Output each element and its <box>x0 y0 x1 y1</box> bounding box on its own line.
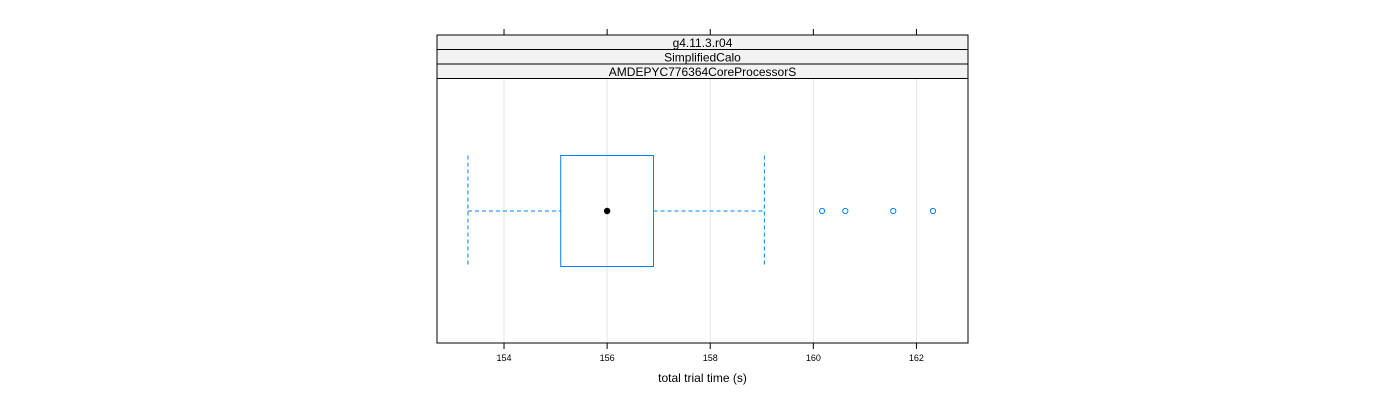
x-tick-label: 162 <box>909 353 924 363</box>
median-point <box>603 207 611 215</box>
outlier-point <box>842 207 849 215</box>
box-plot <box>467 155 765 267</box>
outlier-point <box>819 207 826 215</box>
x-tick-label: 160 <box>806 353 821 363</box>
strip-label: AMDEPYC776364CoreProcessorS <box>609 65 796 79</box>
panel-frame <box>436 34 969 344</box>
outlier-point <box>890 207 897 215</box>
outlier-points <box>819 207 937 215</box>
strip-headers: g4.11.3.r04SimplifiedCaloAMDEPYC776364Co… <box>436 34 969 79</box>
strip-label: SimplifiedCalo <box>664 50 741 64</box>
x-tick-label: 156 <box>600 353 615 363</box>
strip-label: g4.11.3.r04 <box>673 36 733 50</box>
x-axis-title: total trial time (s) <box>658 371 747 385</box>
outlier-point <box>929 207 937 215</box>
x-tick-label: 154 <box>497 353 512 363</box>
box-iqr <box>560 155 655 267</box>
x-tick-label: 158 <box>703 353 718 363</box>
x-axis-ticks: 154 156 158 160 162 <box>497 29 924 363</box>
